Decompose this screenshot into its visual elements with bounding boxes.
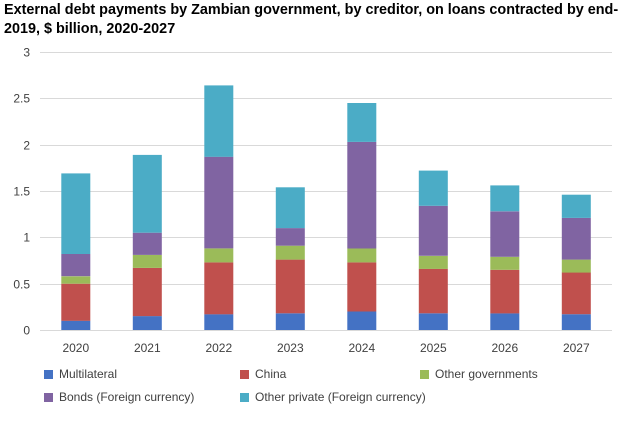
legend-item: Other governments: [420, 364, 538, 384]
x-tick-label: 2020: [62, 341, 89, 355]
bar-segment-bonds-foreign-currency-2021: [132, 232, 162, 255]
bar-segment-other-private-foreign-currency-2027: [561, 194, 591, 218]
x-tick-label: 2022: [205, 341, 232, 355]
bar-segment-china-2024: [347, 262, 377, 312]
legend-label: Multilateral: [59, 367, 118, 381]
y-tick-label: 3: [23, 46, 30, 60]
x-tick-label: 2027: [563, 341, 590, 355]
bar-segment-other-governments-2024: [347, 248, 377, 263]
y-tick-label: 1.5: [13, 185, 30, 199]
bar-segment-multilateral-2020: [61, 320, 91, 330]
bar-segment-other-private-foreign-currency-2025: [418, 170, 448, 206]
legend-item: China: [240, 364, 286, 384]
bar-segment-china-2025: [418, 268, 448, 314]
legend-swatch: [240, 392, 249, 402]
bar-segment-other-private-foreign-currency-2021: [132, 154, 162, 233]
bar-segment-china-2020: [61, 283, 91, 321]
bar-segment-other-governments-2021: [132, 254, 162, 268]
x-tick-label: 2025: [420, 341, 447, 355]
bar-segment-china-2021: [132, 267, 162, 317]
legend-swatch: [420, 369, 429, 379]
legend-item: Other private (Foreign currency): [240, 387, 426, 407]
legend: Multilateral China Other governments Bonds …: [44, 364, 634, 412]
legend-swatch: [240, 369, 249, 379]
bar-segment-china-2027: [561, 272, 591, 315]
bar-segment-other-governments-2026: [490, 256, 520, 270]
bar-segment-bonds-foreign-currency-2022: [204, 156, 234, 249]
bar-segment-other-governments-2027: [561, 259, 591, 273]
x-axis-tick-labels: 2020 2021 2022 2023 2024 2025 2026 2027: [62, 341, 590, 355]
bar-segment-multilateral-2024: [347, 311, 377, 330]
bar-segment-other-private-foreign-currency-2026: [490, 185, 520, 212]
chart-title: External debt payments by Zambian govern…: [4, 2, 619, 37]
bar-segment-other-private-foreign-currency-2023: [275, 187, 305, 229]
bar-segment-other-governments-2023: [275, 245, 305, 260]
gridlines: [40, 52, 612, 285]
bar-segment-china-2023: [275, 259, 305, 314]
bar-segment-other-private-foreign-currency-2024: [347, 103, 377, 142]
bar-segment-other-private-foreign-currency-2020: [61, 173, 91, 254]
bar-segment-bonds-foreign-currency-2025: [418, 205, 448, 256]
bar-segment-other-private-foreign-currency-2022: [204, 85, 234, 157]
y-tick-label: 0.5: [13, 278, 30, 292]
bar-segment-bonds-foreign-currency-2026: [490, 211, 520, 257]
legend-label: Bonds (Foreign currency): [59, 390, 195, 404]
legend-label: Other private (Foreign currency): [255, 390, 426, 404]
x-tick-label: 2021: [134, 341, 161, 355]
bar-segment-multilateral-2023: [275, 313, 305, 330]
bar-segment-multilateral-2026: [490, 313, 520, 330]
bars: [61, 85, 591, 330]
y-tick-label: 2.5: [13, 92, 30, 106]
bar-segment-bonds-foreign-currency-2023: [275, 228, 305, 246]
bar-segment-china-2026: [490, 269, 520, 314]
y-tick-label: 1: [23, 231, 30, 245]
bar-segment-bonds-foreign-currency-2027: [561, 217, 591, 260]
bar-segment-multilateral-2021: [132, 316, 162, 330]
legend-label: China: [255, 367, 287, 381]
bar-segment-china-2022: [204, 262, 234, 315]
x-tick-label: 2026: [491, 341, 518, 355]
y-tick-label: 0: [23, 324, 30, 338]
x-tick-label: 2024: [348, 341, 375, 355]
y-axis-tick-labels: 0 0.5 1 1.5 2 2.5 3: [13, 46, 30, 338]
legend-label: Other governments: [435, 367, 538, 381]
legend-swatch: [44, 392, 53, 402]
y-tick-label: 2: [23, 139, 30, 153]
legend-item: Bonds (Foreign currency): [44, 387, 194, 407]
bar-segment-other-governments-2022: [204, 248, 234, 263]
bar-segment-bonds-foreign-currency-2024: [347, 141, 377, 249]
bar-segment-multilateral-2025: [418, 313, 448, 330]
bar-segment-multilateral-2027: [561, 314, 591, 330]
legend-swatch: [44, 369, 53, 379]
bar-segment-other-governments-2020: [61, 276, 91, 284]
legend-item: Multilateral: [44, 364, 117, 384]
bar-segment-other-governments-2025: [418, 255, 448, 269]
x-tick-label: 2023: [277, 341, 304, 355]
bar-segment-bonds-foreign-currency-2020: [61, 254, 91, 277]
bar-segment-multilateral-2022: [204, 314, 234, 330]
